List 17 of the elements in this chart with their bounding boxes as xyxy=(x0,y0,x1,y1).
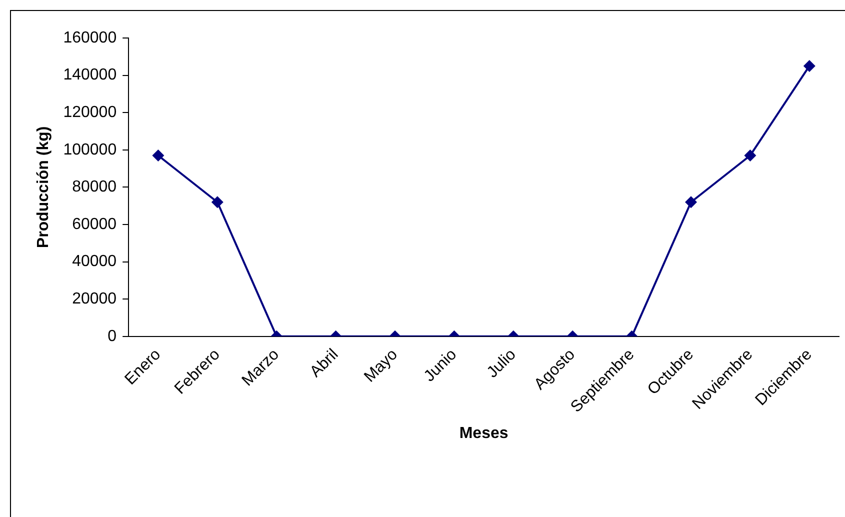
x-tick-label: Julio xyxy=(484,346,520,382)
y-tick-label: 60000 xyxy=(72,216,117,233)
y-tick-label: 20000 xyxy=(72,290,117,308)
point xyxy=(152,149,164,162)
y-axis-title: Producción (kg) xyxy=(35,126,52,248)
y-tick-label: 140000 xyxy=(63,66,117,84)
y-tick-label: 160000 xyxy=(63,29,117,46)
y-tick-label: 100000 xyxy=(63,141,117,158)
point xyxy=(211,196,224,208)
y-tick-label: 40000 xyxy=(72,253,117,270)
y-tick-label: 120000 xyxy=(63,104,117,121)
y-tick-label: 0 xyxy=(108,328,117,345)
y-tick-label: 80000 xyxy=(72,178,117,196)
x-axis-title: Meses xyxy=(459,424,508,442)
point xyxy=(685,196,697,208)
point xyxy=(803,60,816,72)
point xyxy=(744,149,756,162)
